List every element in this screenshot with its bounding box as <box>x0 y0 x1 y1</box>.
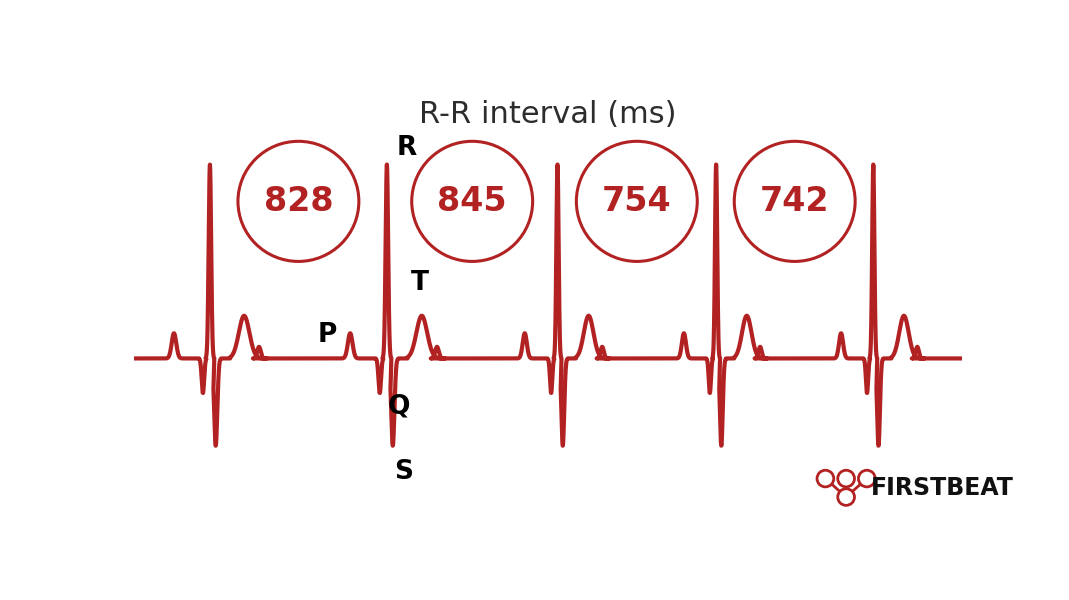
Text: 754: 754 <box>602 185 671 218</box>
Text: FIRSTBEAT: FIRSTBEAT <box>871 476 1013 500</box>
Text: Q: Q <box>388 394 410 419</box>
Ellipse shape <box>412 141 532 262</box>
Ellipse shape <box>576 141 697 262</box>
Text: 845: 845 <box>437 185 507 218</box>
Text: P: P <box>317 322 337 348</box>
Ellipse shape <box>838 470 854 487</box>
Ellipse shape <box>238 141 359 262</box>
Text: R-R interval (ms): R-R interval (ms) <box>419 100 677 129</box>
Text: 742: 742 <box>760 185 830 218</box>
Ellipse shape <box>838 489 854 505</box>
Text: S: S <box>394 460 414 485</box>
Ellipse shape <box>858 470 876 487</box>
Ellipse shape <box>817 470 834 487</box>
Text: T: T <box>412 271 429 296</box>
Text: 828: 828 <box>264 185 334 218</box>
Text: R: R <box>397 134 417 161</box>
Ellipse shape <box>734 141 855 262</box>
